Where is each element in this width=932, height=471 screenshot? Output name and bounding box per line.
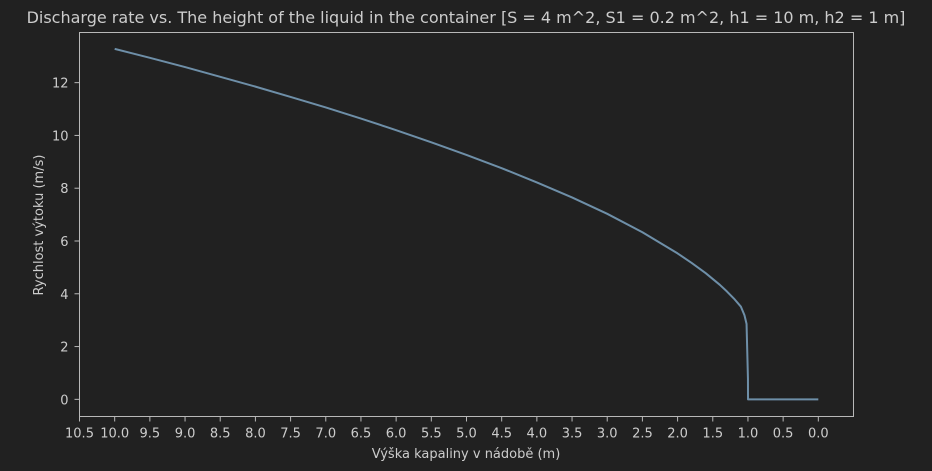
chart-title: Discharge rate vs. The height of the liq…	[27, 8, 906, 27]
series-layer	[114, 47, 819, 401]
x-tick-label: 10.0	[100, 427, 129, 442]
x-tick-label: 8.5	[210, 427, 231, 442]
x-tick-label: 1.5	[702, 427, 723, 442]
x-tick-label: 4.5	[491, 427, 512, 442]
x-tick-label: 0.5	[773, 427, 794, 442]
y-tick-label: 10	[52, 129, 69, 144]
y-tick-label: 6	[60, 235, 68, 250]
x-tick-label: 6.5	[351, 427, 372, 442]
series-line	[114, 47, 819, 401]
y-tick-label: 12	[52, 77, 69, 92]
x-tick-label: 4.0	[527, 427, 548, 442]
x-tick-label: 7.5	[280, 427, 301, 442]
x-tick-label: 0.0	[808, 427, 829, 442]
y-tick-label: 4	[60, 288, 68, 303]
x-tick-label: 3.0	[597, 427, 618, 442]
x-tick-label: 9.5	[140, 427, 161, 442]
x-tick-label: 7.0	[315, 427, 336, 442]
x-tick-label: 3.5	[562, 427, 583, 442]
x-tick-label: 2.5	[632, 427, 653, 442]
x-tick-label: 5.5	[421, 427, 442, 442]
x-axis-label: Výška kapaliny v nádobě (m)	[372, 447, 561, 462]
y-tick-label: 0	[60, 393, 68, 408]
x-tick-label: 6.0	[386, 427, 407, 442]
y-axis-label: Rychlost výtoku (m/s)	[32, 155, 47, 296]
x-tick-label: 5.0	[456, 427, 477, 442]
x-axis: 10.5 10.0 9.5 9.0 8.5 8.0 7.5 7.0 6.5 6.0 5.5 5.0 4.…	[65, 416, 829, 442]
y-axis: 0 2 4 6 8 10 12	[52, 77, 80, 408]
x-tick-label: 9.0	[175, 427, 196, 442]
y-tick-label: 8	[60, 182, 68, 197]
x-tick-label: 1.0	[738, 427, 759, 442]
x-tick-label: 10.5	[65, 427, 94, 442]
y-tick-label: 2	[60, 341, 68, 356]
x-tick-label: 8.0	[245, 427, 266, 442]
x-tick-label: 2.0	[667, 427, 688, 442]
